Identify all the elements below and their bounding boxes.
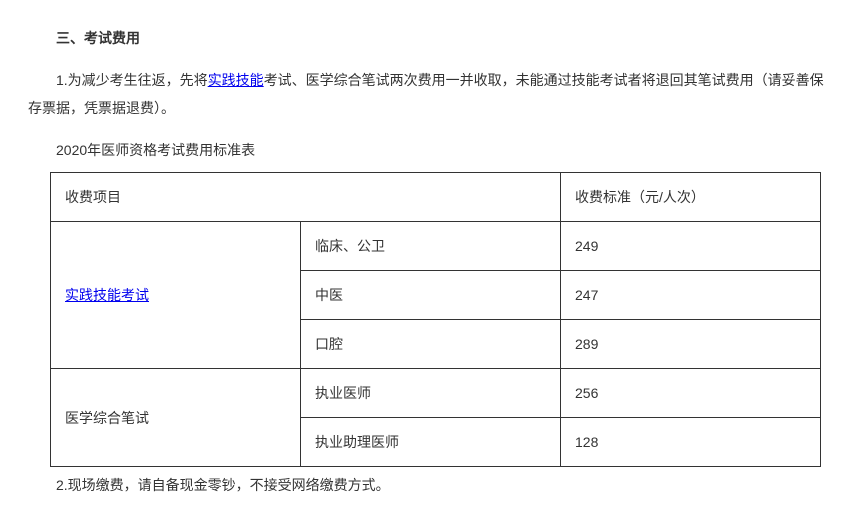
- row-label: 执业医师: [301, 369, 561, 418]
- row-value: 128: [561, 418, 821, 467]
- row-value: 256: [561, 369, 821, 418]
- header-fee-item: 收费项目: [51, 173, 561, 222]
- table-header-row: 收费项目 收费标准（元/人次）: [51, 173, 821, 222]
- table-caption: 2020年医师资格考试费用标准表: [28, 136, 824, 164]
- header-fee-standard: 收费标准（元/人次）: [561, 173, 821, 222]
- paragraph-2: 2.现场缴费，请自备现金零钞，不接受网络缴费方式。: [28, 471, 824, 499]
- table-row: 医学综合笔试 执业医师 256: [51, 369, 821, 418]
- paragraph-1: 1.为减少考生往返，先将实践技能考试、医学综合笔试两次费用一并收取，未能通过技能…: [28, 66, 824, 122]
- practical-skill-link[interactable]: 实践技能: [208, 72, 264, 88]
- table-row: 实践技能考试 临床、公卫 249: [51, 222, 821, 271]
- row-label: 临床、公卫: [301, 222, 561, 271]
- group1-cell: 实践技能考试: [51, 222, 301, 369]
- row-value: 249: [561, 222, 821, 271]
- row-value: 289: [561, 320, 821, 369]
- section-heading: 三、考试费用: [28, 24, 824, 52]
- row-label: 中医: [301, 271, 561, 320]
- fee-table: 收费项目 收费标准（元/人次） 实践技能考试 临床、公卫 249 中医 247 …: [50, 172, 821, 467]
- practical-skill-exam-link[interactable]: 实践技能考试: [65, 287, 149, 303]
- row-value: 247: [561, 271, 821, 320]
- group2-cell: 医学综合笔试: [51, 369, 301, 467]
- row-label: 口腔: [301, 320, 561, 369]
- para1-prefix: 1.为减少考生往返，先将: [56, 72, 208, 88]
- row-label: 执业助理医师: [301, 418, 561, 467]
